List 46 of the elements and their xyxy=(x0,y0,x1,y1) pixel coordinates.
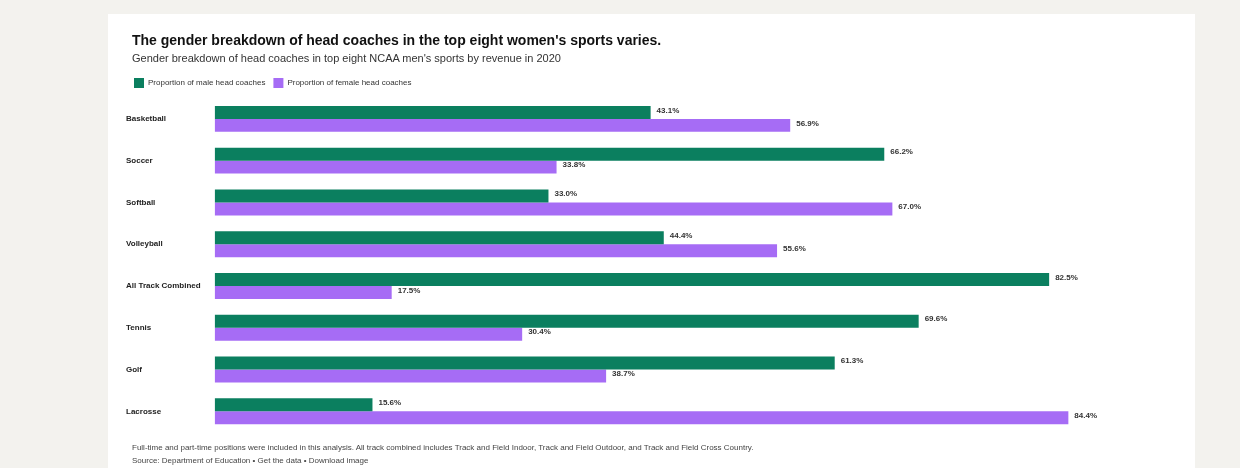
y-tick-label: Volleyball xyxy=(126,239,163,249)
data-label: 33.0% xyxy=(554,189,578,199)
chart-subtitle: Gender breakdown of head coaches in top eight NCAA men's sports by revenue in 2020 xyxy=(132,52,561,64)
data-label: 84.4% xyxy=(1074,410,1098,420)
y-tick-label: Golf xyxy=(126,364,143,374)
y-tick-label: Soccer xyxy=(126,155,153,165)
bar xyxy=(214,105,651,119)
data-label: 30.4% xyxy=(528,327,551,337)
data-label: 15.6% xyxy=(378,398,402,408)
y-tick-label: Tennis xyxy=(126,322,152,332)
data-label: 69.6% xyxy=(924,314,948,324)
data-label: 17.5% xyxy=(397,285,421,295)
source-note: Source: Department of Education • Get the data • Download image xyxy=(132,455,370,467)
bar xyxy=(214,160,557,174)
bar xyxy=(214,244,778,258)
y-tick-label: Basketball xyxy=(126,114,167,124)
bar xyxy=(214,398,373,412)
chart-title: The gender breakdown of head coaches in the top eight women's sports varies. xyxy=(132,32,662,48)
data-label: 61.3% xyxy=(840,356,864,366)
bar xyxy=(214,356,835,370)
y-tick-label: Softball xyxy=(126,197,156,207)
y-tick-label: Lacrosse xyxy=(126,406,162,416)
data-label: 56.9% xyxy=(796,118,819,128)
bar xyxy=(214,369,607,383)
legend-label: Proportion of male head coaches xyxy=(148,78,266,88)
bar xyxy=(214,118,791,132)
bar xyxy=(214,189,549,203)
bar xyxy=(214,327,523,341)
data-label: 66.2% xyxy=(890,147,913,157)
text: Full-time and part-time positions were included in this analysis. All track combined includes Track and Field Indoor, Track and Field Outdoor, and Track and Field Cross Country. xyxy=(132,442,754,454)
bar xyxy=(214,314,919,328)
y-tick-label: All Track Combined xyxy=(126,281,201,291)
data-label: 33.8% xyxy=(562,160,586,170)
bar xyxy=(214,285,392,299)
legend-label: Proportion of female head coaches xyxy=(287,78,412,88)
data-label: 67.0% xyxy=(898,202,922,212)
data-label: 38.7% xyxy=(612,369,635,379)
bar xyxy=(214,273,1050,286)
data-label: 82.5% xyxy=(1055,272,1078,282)
bar xyxy=(214,411,1069,425)
data-label: 43.1% xyxy=(656,105,680,115)
data-label: 44.4% xyxy=(669,230,693,240)
bar xyxy=(214,147,885,161)
bar xyxy=(214,231,664,245)
data-label: 55.6% xyxy=(783,243,806,253)
bar xyxy=(214,202,893,216)
